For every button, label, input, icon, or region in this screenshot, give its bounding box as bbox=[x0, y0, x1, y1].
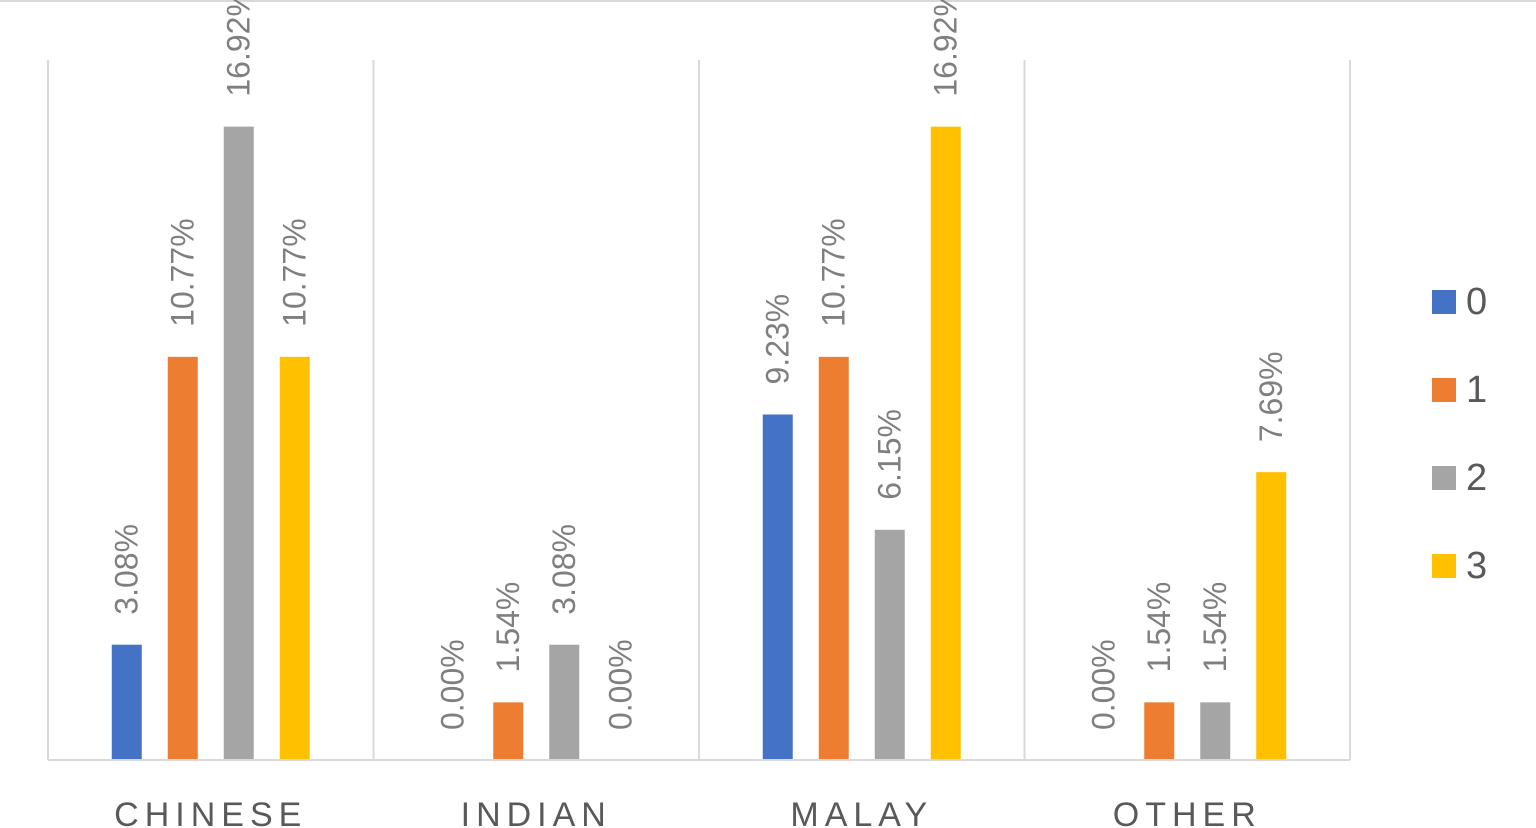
data-label-series-2-other: 1.54% bbox=[1197, 582, 1233, 673]
data-label-series-0-indian: 0.00% bbox=[434, 639, 470, 730]
legend-label-1: 1 bbox=[1466, 369, 1487, 411]
data-labels: 3.08% 10.77% 16.92% 10.77% 0.00% 1.54% 3.08% 0.… bbox=[109, 0, 1290, 730]
bar-series-2-indian bbox=[549, 644, 580, 760]
data-label-series-0-chinese: 3.08% bbox=[109, 524, 145, 615]
data-label-series-3-indian: 0.00% bbox=[602, 639, 638, 730]
legend-label-0: 0 bbox=[1466, 281, 1487, 323]
bar-series-2-chinese bbox=[223, 126, 254, 760]
data-label-series-2-chinese: 16.92% bbox=[221, 0, 257, 97]
data-label-series-2-malay: 6.15% bbox=[872, 409, 908, 500]
legend-swatch-0 bbox=[1432, 290, 1456, 314]
x-tick-label-malay: MALAY bbox=[790, 796, 933, 828]
bar-series-1-chinese bbox=[167, 356, 198, 760]
legend-label-3: 3 bbox=[1466, 545, 1487, 587]
category-separators bbox=[47, 60, 1351, 760]
bar-series-2-malay bbox=[874, 529, 905, 760]
bar-series-1-other bbox=[1144, 702, 1175, 760]
data-label-series-1-malay: 10.77% bbox=[816, 218, 852, 327]
bar-series-3-malay bbox=[930, 126, 961, 760]
legend: 0 1 2 3 bbox=[1432, 281, 1487, 587]
data-label-series-3-chinese: 10.77% bbox=[277, 218, 313, 327]
legend-swatch-2 bbox=[1432, 466, 1456, 490]
bar-series-1-malay bbox=[818, 356, 849, 760]
bar-series-3-chinese bbox=[279, 356, 310, 760]
data-label-series-2-indian: 3.08% bbox=[546, 524, 582, 615]
bar-series-1-indian bbox=[493, 702, 524, 760]
legend-label-2: 2 bbox=[1466, 457, 1487, 499]
legend-swatch-3 bbox=[1432, 554, 1456, 578]
x-tick-label-chinese: CHINESE bbox=[114, 796, 307, 828]
data-label-series-1-chinese: 10.77% bbox=[165, 218, 201, 327]
data-label-series-0-malay: 9.23% bbox=[760, 294, 796, 385]
x-tick-label-other: OTHER bbox=[1113, 796, 1262, 828]
bar-series-0-malay bbox=[762, 414, 793, 760]
bar-series-2-other bbox=[1200, 702, 1231, 760]
data-label-series-1-other: 1.54% bbox=[1141, 582, 1177, 673]
bar-series-3-other bbox=[1256, 472, 1287, 760]
x-tick-label-indian: INDIAN bbox=[461, 796, 612, 828]
bar-series-0-chinese bbox=[111, 644, 142, 760]
legend-swatch-1 bbox=[1432, 378, 1456, 402]
data-label-series-0-other: 0.00% bbox=[1085, 639, 1121, 730]
bars bbox=[111, 126, 1287, 760]
data-label-series-1-indian: 1.54% bbox=[490, 582, 526, 673]
data-label-series-3-malay: 16.92% bbox=[928, 0, 964, 97]
data-label-series-3-other: 7.69% bbox=[1253, 351, 1289, 442]
x-axis-tick-labels: CHINESE INDIAN MALAY OTHER bbox=[114, 796, 1262, 828]
